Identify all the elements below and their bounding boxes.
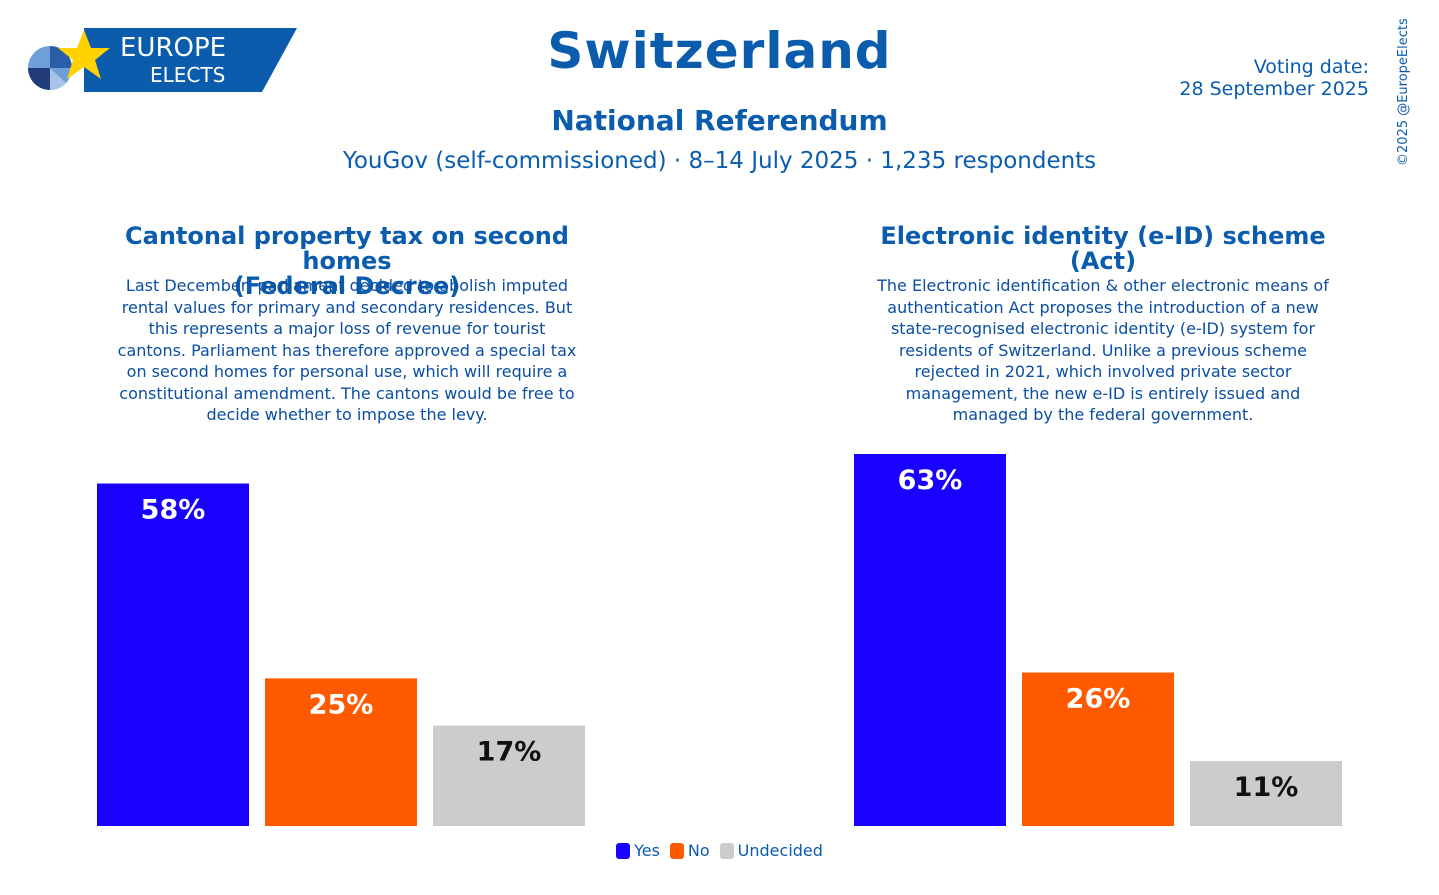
legend-label-yes: Yes — [634, 841, 660, 860]
page-subtitle: National Referendum — [551, 104, 888, 137]
bar-label-q1-undecided: 17% — [477, 737, 542, 768]
logo-line2: ELECTS — [150, 63, 225, 87]
question-2-title-line1: Electronic identity (e-ID) scheme — [880, 222, 1326, 250]
question-1-description: Last December, parliament decided to abo… — [117, 276, 577, 424]
logo-line1: EUROPE — [120, 33, 226, 63]
voting-date-block: Voting date: 28 September 2025 — [1179, 56, 1369, 100]
legend-label-undecided: Undecided — [737, 841, 823, 860]
bar-label-q2-undecided: 11% — [1234, 772, 1299, 803]
chart-legend: Yes No Undecided — [0, 841, 1439, 860]
bar-label-q1-yes: 58% — [141, 495, 206, 526]
question-1-title-line2: (Federal Decree) — [233, 272, 461, 300]
legend-swatch-undecided — [719, 842, 734, 859]
europe-elects-logo: EUROPE ELECTS — [28, 28, 297, 92]
bar-q2-yes — [854, 454, 1006, 826]
bar-label-q2-no: 26% — [1066, 683, 1131, 714]
question-2-description: The Electronic identification & other el… — [877, 276, 1329, 424]
question-2-title: Electronic identity (e-ID) scheme (Act) — [853, 224, 1353, 274]
bar-q1-no — [265, 678, 417, 826]
bar-label-q1-no: 25% — [309, 689, 374, 720]
legend-item-no: No — [669, 841, 710, 860]
page-title: Switzerland — [547, 22, 892, 80]
question-2-title-line2: (Act) — [1069, 247, 1137, 275]
bar-label-q2-yes: 63% — [898, 465, 963, 496]
bar-q1-undecided — [433, 725, 585, 826]
legend-item-undecided: Undecided — [719, 841, 823, 860]
question-1-title-line1: Cantonal property tax on second homes — [125, 222, 569, 275]
legend-label-no: No — [687, 841, 710, 860]
legend-swatch-yes — [616, 842, 631, 859]
question-1-title: Cantonal property tax on second homes (F… — [97, 224, 597, 299]
legend-swatch-no — [669, 842, 684, 859]
bar-q1-yes — [97, 483, 249, 826]
voting-date-label: Voting date: — [1253, 56, 1369, 78]
poll-info: YouGov (self-commissioned) · 8–14 July 2… — [342, 148, 1097, 174]
voting-date-value: 28 September 2025 — [1179, 78, 1369, 100]
bar-q2-no — [1022, 672, 1174, 826]
legend-item-yes: Yes — [616, 841, 660, 860]
bar-q2-undecided — [1190, 761, 1342, 826]
